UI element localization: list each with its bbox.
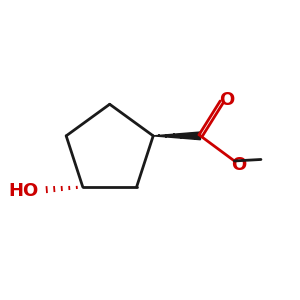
Text: O: O [219, 91, 235, 109]
Polygon shape [153, 132, 200, 140]
Text: O: O [232, 156, 247, 174]
Text: HO: HO [8, 182, 38, 200]
